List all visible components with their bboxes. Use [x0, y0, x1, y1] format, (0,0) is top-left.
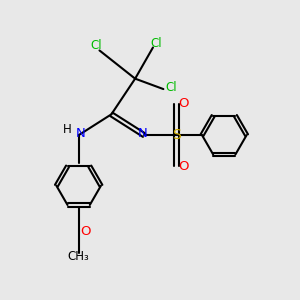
- Text: O: O: [178, 98, 188, 110]
- Text: Cl: Cl: [150, 37, 162, 50]
- Text: Cl: Cl: [165, 81, 177, 94]
- Text: Cl: Cl: [91, 40, 102, 52]
- Text: CH₃: CH₃: [68, 250, 89, 262]
- Text: N: N: [138, 127, 147, 140]
- Text: O: O: [178, 160, 188, 173]
- Text: O: O: [80, 225, 91, 238]
- Text: N: N: [75, 127, 85, 140]
- Text: H: H: [63, 123, 72, 136]
- Text: S: S: [172, 128, 181, 142]
